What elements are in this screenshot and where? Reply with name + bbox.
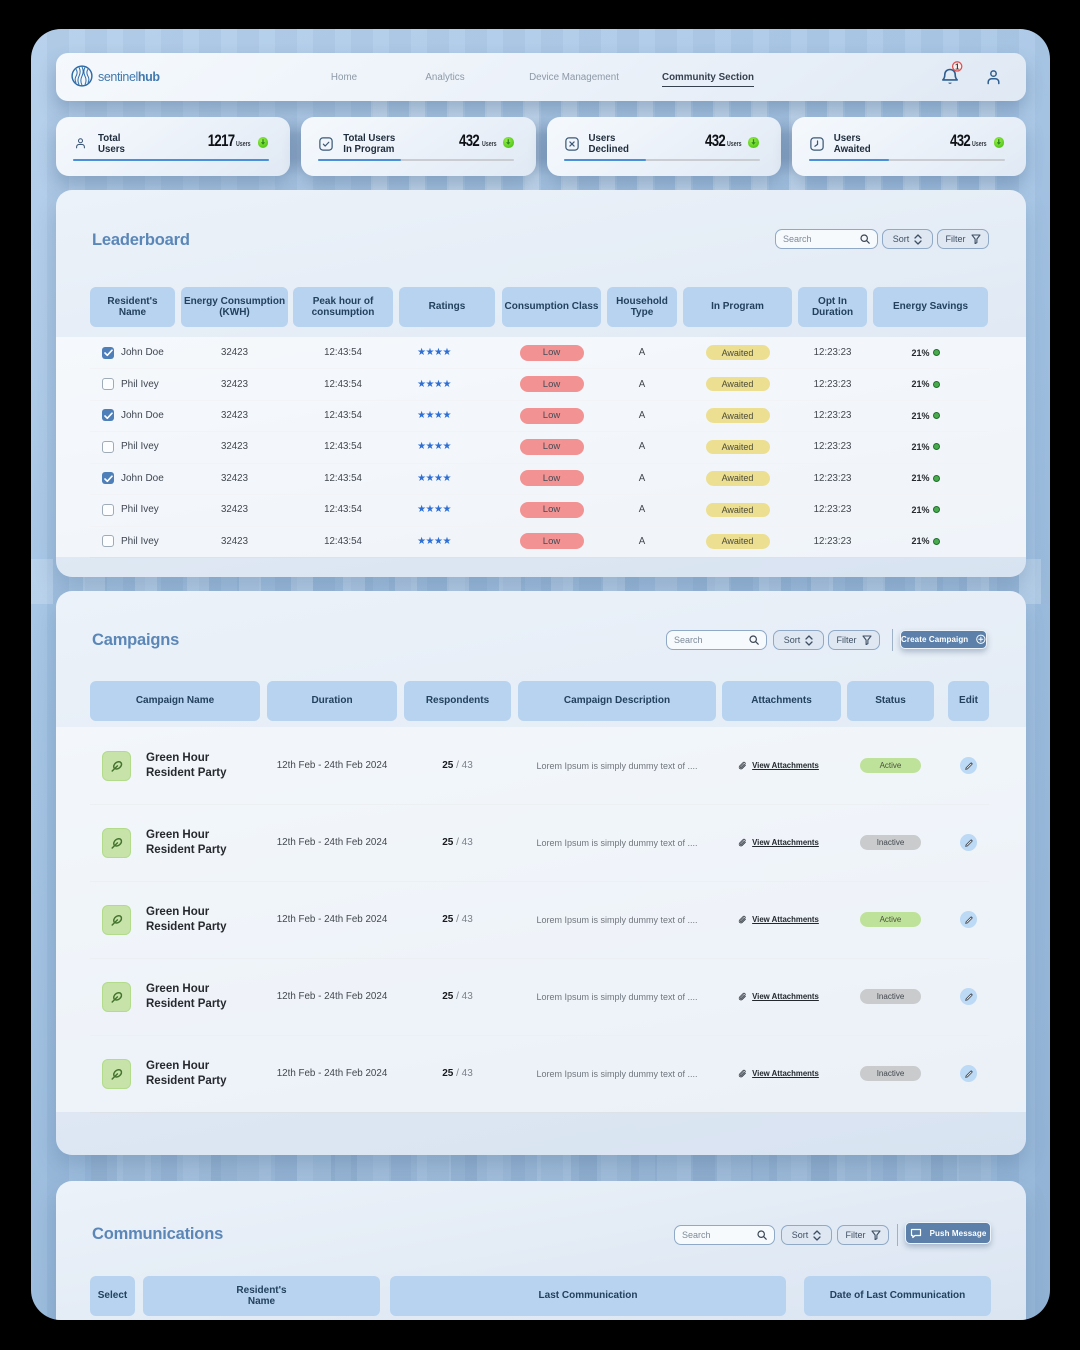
svg-text:1: 1	[955, 62, 960, 71]
